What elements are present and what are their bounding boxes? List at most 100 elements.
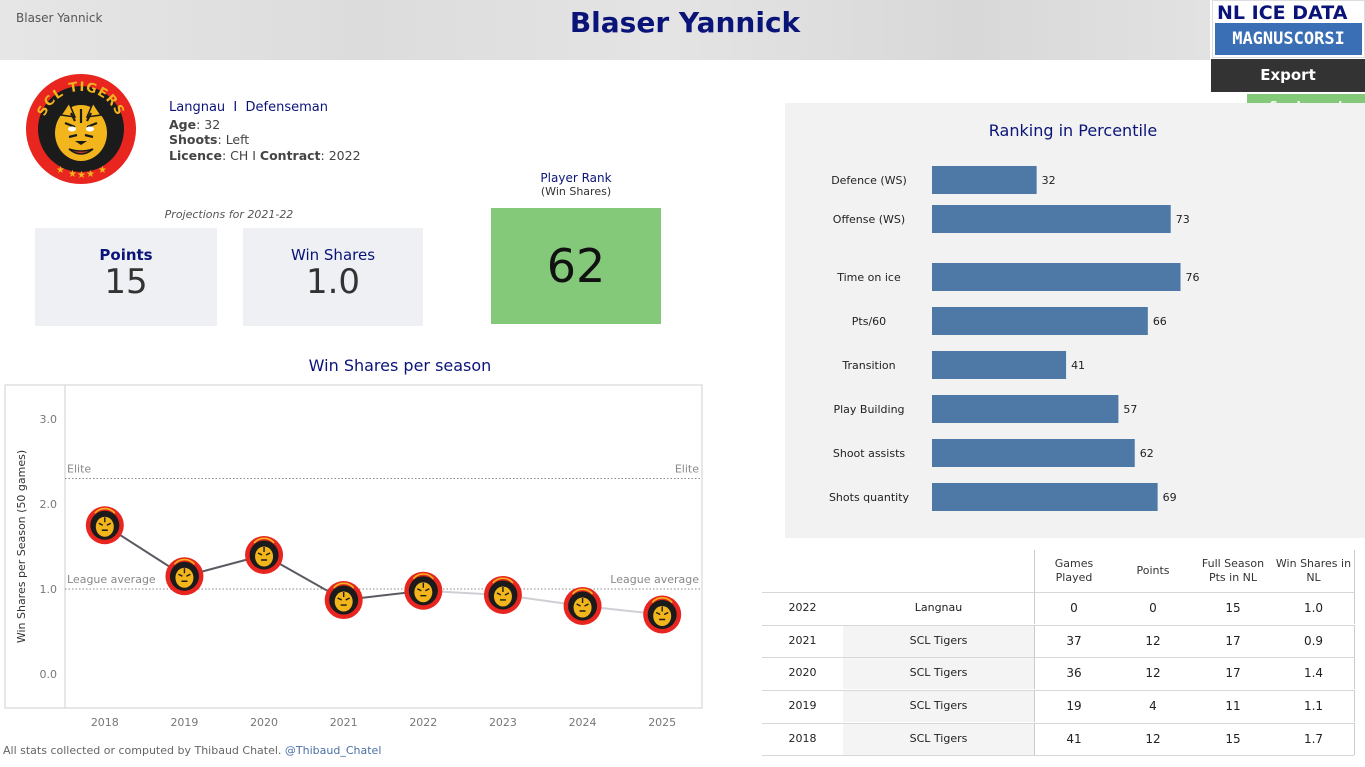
table-row: 2020 SCL Tigers 36 12 17 1.4 [762,657,1355,689]
x-tick-label: 2025 [648,716,676,729]
col-points: Points [1136,564,1170,577]
svg-text:★: ★ [98,165,107,176]
ranking-value-label: 69 [1163,491,1177,504]
logo-line-2: MAGNUSCORSI [1215,23,1362,55]
x-tick-label: 2021 [330,716,358,729]
ranking-category-label: Offense (WS) [833,213,905,226]
x-tick-label: 2018 [91,716,119,729]
licence-row: Licence: CH I Contract: 2022 [169,147,361,163]
cell-pts: 12 [1145,666,1161,680]
player-info: Langnau I Defenseman Age: 32 Shoots: Lef… [169,100,361,163]
table-header: Games Played Points Full Season Pts in N… [762,550,1355,592]
cell-season: 2022 [788,601,817,614]
export-button[interactable]: Export [1211,59,1365,92]
ranking-value-label: 41 [1071,359,1085,372]
licence-value: CH [230,147,249,163]
ws-plot-frame [4,384,703,709]
ranking-value-label: 76 [1186,271,1200,284]
ws-data-point [85,506,124,545]
logo-line-1: NL ICE DATA [1217,2,1348,24]
shoots-row: Shoots: Left [169,132,250,147]
cell-ws: 1.4 [1303,666,1324,680]
age-value: 32 [204,116,221,132]
cell-full: 15 [1225,601,1241,615]
y-tick-label: 0.0 [40,668,58,681]
cell-pts: 12 [1145,634,1161,648]
elite-label-left: Elite [67,463,91,476]
header-banner: Blaser Yannick [0,0,1210,60]
league-average-label-left: League average [67,573,156,586]
points-label: Points [99,246,153,264]
y-tick-label: 1.0 [40,583,58,596]
ws-data-point [563,587,602,625]
svg-text:★: ★ [86,169,95,180]
win-shares-kpi-card: Win Shares 1.0 [243,228,423,326]
ranking-value-label: 57 [1123,403,1137,416]
ws-chart-title: Win Shares per season [308,356,492,375]
cell-ws: 1.0 [1303,601,1324,615]
col-win-shares: Win Shares in NL [1275,557,1352,584]
cell-ws: 1.7 [1303,732,1324,746]
win-shares-value: 1.0 [305,262,361,302]
team-position: Langnau I Defenseman [169,100,361,116]
league-average-label-right: League average [610,573,699,586]
nl-ice-data-logo[interactable]: NL ICE DATA MAGNUSCORSI [1212,0,1365,58]
y-tick-label: 3.0 [40,413,58,426]
ranking-value-label: 32 [1042,174,1056,187]
x-tick-label: 2023 [489,716,517,729]
col-full-season-pts: Full Season Pts in NL [1201,557,1265,584]
cell-gp: 41 [1066,732,1082,746]
ranking-bar [932,166,1037,194]
y-tick-label: 2.0 [40,498,58,511]
ranking-category-label: Time on ice [836,271,901,284]
cell-team: SCL Tigers [909,699,968,712]
ranking-category-label: Defence (WS) [831,174,907,187]
x-tick-label: 2019 [170,716,198,729]
cell-pts: 4 [1149,699,1157,713]
separator: I [233,100,238,115]
cell-gp: 19 [1066,699,1082,713]
author-handle-link[interactable]: @Thibaud_Chatel [284,744,382,757]
ranking-bar [932,307,1148,335]
ranking-value-label: 62 [1140,447,1154,460]
ranking-category-label: Play Building [833,403,904,416]
projections-label: Projections for 2021-22 [164,208,294,221]
ranking-category-label: Shoot assists [833,447,906,460]
cell-full: 11 [1225,699,1241,713]
cell-team: SCL Tigers [909,732,968,745]
cell-team: SCL Tigers [909,634,968,647]
ws-data-point [324,581,363,620]
svg-text:★: ★ [77,170,86,181]
cell-team: Langnau [914,601,963,614]
ranking-bar-chart: Defence (WS) 32 Offense (WS) 73 Time on ice 7… [829,166,1200,511]
ranking-bar [932,351,1067,379]
ws-data-point [643,595,682,634]
cell-full: 17 [1225,666,1241,680]
cell-pts: 12 [1145,732,1161,746]
ranking-category-label: Pts/60 [852,315,886,328]
scl-tigers-logo-icon: SCL TIGERS ★ ★ ★ ★ ★ [26,74,136,184]
ranking-bar [932,263,1181,291]
x-tick-label: 2024 [569,716,597,729]
ranking-bar [932,395,1119,423]
cell-gp: 37 [1066,634,1082,648]
page-title: Blaser Yannick [569,6,801,39]
points-kpi-card: Points 15 [35,228,217,326]
points-value: 15 [104,262,148,302]
table-row: 2022 Langnau 0 0 15 1.0 [762,592,1355,624]
ws-data-point [165,557,204,596]
ranking-bar [932,483,1158,511]
elite-label-right: Elite [675,463,699,476]
cell-season: 2018 [788,732,817,745]
team-name: Langnau [169,100,226,115]
cell-season: 2020 [788,666,817,679]
x-tick-label: 2020 [250,716,278,729]
ranking-bar [932,439,1135,467]
x-tick-label: 2022 [409,716,437,729]
cell-ws: 0.9 [1303,634,1324,648]
ranking-category-label: Shots quantity [829,491,910,504]
cell-season: 2019 [788,699,817,712]
ranking-category-label: Transition [841,359,895,372]
ranking-panel: Ranking in Percentile Defence (WS) 32 Offe… [785,103,1365,538]
